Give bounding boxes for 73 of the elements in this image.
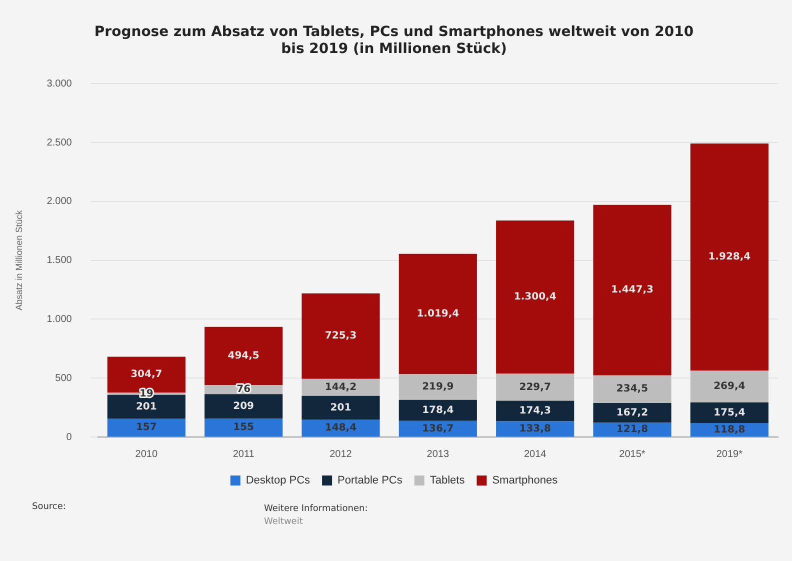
- data-label: 209: [233, 401, 254, 412]
- x-tick-label: 2013: [426, 448, 450, 460]
- x-tick-label: 2019*: [716, 448, 743, 460]
- data-label: 167,2: [616, 407, 648, 418]
- bar: [593, 204, 672, 376]
- source-note: Source:: [32, 502, 66, 512]
- bar: [690, 370, 768, 402]
- data-label: 1.300,4: [514, 292, 556, 303]
- data-label: 76: [236, 384, 251, 396]
- data-label: 175,4: [714, 407, 746, 418]
- data-label: 219,9: [422, 382, 454, 393]
- bar: [593, 422, 672, 436]
- bar: [690, 143, 768, 371]
- bar: [398, 400, 477, 421]
- legend-label: Tablets: [430, 474, 466, 487]
- data-label: 136,7: [422, 423, 454, 434]
- data-label: 1.447,3: [611, 284, 654, 296]
- data-label: 494,5: [228, 350, 260, 362]
- legend-label: Desktop PCs: [246, 474, 311, 487]
- bar: [690, 402, 768, 424]
- data-label: 725,3: [324, 330, 357, 342]
- bar: [496, 400, 574, 422]
- bar: [302, 378, 380, 396]
- y-tick-label: 2.500: [46, 137, 72, 148]
- data-label: 118,8: [714, 424, 746, 436]
- bar: [496, 220, 574, 374]
- bar: [204, 418, 283, 436]
- y-tick-label: 3.000: [46, 78, 72, 90]
- x-tick-label: 2010: [135, 448, 158, 460]
- data-label: 121,8: [616, 424, 648, 436]
- data-label: 234,5: [616, 384, 648, 395]
- data-label: 201: [330, 402, 352, 414]
- x-tick-label: 2015*: [619, 448, 646, 460]
- legend-label: Portable PCs: [338, 474, 403, 487]
- legend-label: Smartphones: [492, 474, 558, 487]
- text: Weltweit: [264, 517, 303, 527]
- data-label: 229,7: [519, 382, 551, 393]
- x-tick-label: 2014: [524, 448, 547, 460]
- bar: [302, 420, 380, 436]
- bar: [496, 421, 574, 436]
- data-label: 174,3: [519, 406, 551, 417]
- x-tick-label: 2012: [330, 448, 352, 460]
- y-tick-label: 500: [55, 372, 72, 384]
- bar: [496, 374, 574, 401]
- bar: [107, 418, 186, 436]
- y-tick-label: 0: [66, 432, 72, 443]
- data-label: 304,7: [130, 369, 162, 380]
- bar: [302, 396, 380, 420]
- bar: [398, 254, 477, 374]
- data-label: 155: [233, 422, 254, 434]
- data-label: 157: [136, 422, 157, 434]
- y-axis-title: Absatz in Millionen Stück: [14, 210, 24, 310]
- data-label: 178,4: [422, 404, 454, 416]
- data-label: 19: [139, 388, 154, 400]
- chart-title: Prognose zum Absatz von Tablets, PCs und Smartphones weltweit von 2010 bis 2019 (in Millionen Stück): [94, 24, 694, 57]
- y-tick-label: 1.000: [46, 314, 72, 325]
- data-label: 148,4: [324, 422, 357, 434]
- data-label: 201: [136, 401, 157, 412]
- bar: [204, 326, 283, 386]
- data-label: 133,8: [519, 423, 551, 434]
- data-label: 1.928,4: [708, 252, 751, 263]
- data-label: 269,4: [714, 381, 746, 392]
- bar: [204, 394, 283, 419]
- bar: [398, 374, 477, 400]
- data-label: 144,2: [324, 382, 357, 393]
- text: Weitere Informationen:: [264, 504, 368, 514]
- bar: [593, 402, 672, 423]
- y-tick-label: 2.000: [46, 196, 72, 208]
- data-label: 1.019,4: [416, 308, 460, 320]
- bar: [302, 293, 380, 379]
- bar: [593, 375, 672, 403]
- x-tick-label: 2011: [232, 448, 255, 460]
- y-tick-label: 1.500: [46, 255, 72, 266]
